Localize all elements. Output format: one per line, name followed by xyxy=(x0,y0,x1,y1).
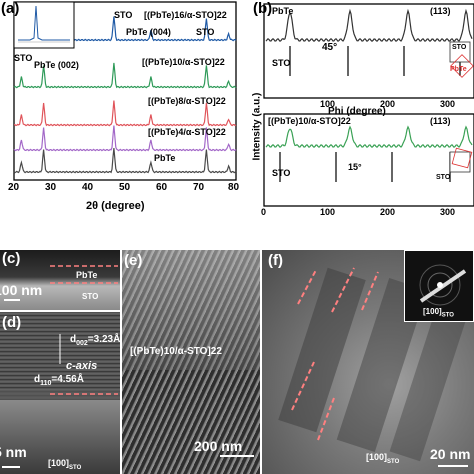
interface-lines xyxy=(4,265,118,301)
panel-label-a: (a) xyxy=(1,0,20,17)
xrd-xtick: 50 xyxy=(119,182,131,193)
phi-xtick: 100 xyxy=(320,207,336,217)
panel-f-tem: [100]STO (f) [100]STO 20 nm xyxy=(262,250,474,474)
phi-chart xyxy=(263,3,474,207)
d110-value: =4.56Å xyxy=(51,374,84,385)
phi-scan-line xyxy=(265,8,473,42)
panel-d-hrtem: (d) d002=3.23Å c-axis d110=4.56Å 5 nm [1… xyxy=(0,312,120,474)
saed-pattern xyxy=(419,264,467,306)
zone-axis-d: [100]STO xyxy=(48,458,81,471)
d002-value: =3.23Å xyxy=(87,334,120,345)
xrd-series-line xyxy=(14,100,237,127)
lattice-overlay xyxy=(2,334,118,468)
panel-c-tem: (c) PbTe STO 100 nm xyxy=(0,250,120,310)
zone-f-main: [100] xyxy=(366,452,388,462)
d002-label: d002=3.23Å xyxy=(70,334,120,347)
xrd-ann-sto-top: STO xyxy=(114,10,133,20)
panel-label-d: (d) xyxy=(2,314,22,331)
phi-top-angle: 45° xyxy=(322,42,338,53)
xrd-xtick: 80 xyxy=(228,182,240,193)
fringe-lines xyxy=(291,267,468,467)
xrd-ann-pbte-002: PbTe (002) xyxy=(34,60,79,70)
xrd-series-3-label: [(PbTe)8/α-STO]22 xyxy=(148,96,226,106)
saed-inset: [100]STO xyxy=(404,250,474,322)
phi-xtick: 300 xyxy=(440,207,456,217)
xrd-xtick: 20 xyxy=(8,182,20,193)
panel-label-b: (b) xyxy=(253,0,273,17)
xrd-xlabel: 2θ (degree) xyxy=(86,200,145,212)
xrd-xticks: 20 30 40 50 60 70 80 xyxy=(0,182,250,196)
scale-bar-d: 5 nm xyxy=(0,444,27,460)
zone-axis-f: [100]STO xyxy=(366,452,399,465)
d110-sub: 110 xyxy=(40,380,52,387)
phi-top-inset-pbte: PbTe xyxy=(450,66,467,73)
zone-d-sub: STO xyxy=(69,464,82,471)
xrd-series-line xyxy=(13,62,237,89)
xrd-series-1-label: [(PbTe)16/α-STO]22 xyxy=(144,10,227,20)
d110-label: d110=4.56Å xyxy=(34,374,84,387)
d002-sub: 002 xyxy=(76,340,88,347)
layer-sto-label: STO xyxy=(82,292,99,301)
xrd-ann-sto-left: STO xyxy=(14,53,33,63)
c-axis-label: c-axis xyxy=(66,360,98,372)
panel-a-xrd: (a) STO [(PbTe)16/α-STO]22 PbTe (004) ST… xyxy=(0,0,250,222)
phi-scan-line xyxy=(265,125,473,148)
phi-xtick: 0 xyxy=(261,207,267,217)
xrd-xtick: 30 xyxy=(45,182,57,193)
scale-bar-e: 200 nm xyxy=(194,438,243,454)
phi-xtick: 200 xyxy=(380,99,396,109)
phi-xtick: 100 xyxy=(320,99,336,109)
phi-top-xticks: 100 200 300 xyxy=(250,99,474,111)
xrd-xtick: 40 xyxy=(82,182,94,193)
saed-zone-main: [100] xyxy=(423,307,442,316)
xrd-series-2-label: [(PbTe)10/α-STO]22 xyxy=(142,57,225,67)
xrd-series-line xyxy=(13,147,237,174)
phi-bot-inset-sto: STO xyxy=(436,174,451,181)
panel-e-tem: (e) [(PbTe)10/α-STO]22 200 nm xyxy=(122,250,260,474)
sample-title-e: [(PbTe)10/α-STO]22 xyxy=(130,346,222,357)
phi-bot-sto: STO xyxy=(272,168,291,178)
panel-label-f: (f) xyxy=(268,252,283,269)
phi-bot-angle: 15° xyxy=(348,162,362,172)
panel-b-phi: (b) Intensity (a.u.) PbTe (113) 45° STO … xyxy=(250,0,474,222)
xrd-xtick: 70 xyxy=(193,182,205,193)
phi-top-title: PbTe xyxy=(272,6,294,16)
d110-main: d xyxy=(34,374,41,385)
layer-pbte-label: PbTe xyxy=(76,270,98,280)
phi-xtick: 200 xyxy=(380,207,396,217)
zone-d-main: [100] xyxy=(48,458,70,468)
phi-bot-title: [(PbTe)10/α-STO]22 xyxy=(268,116,351,126)
scale-bar-f: 20 nm xyxy=(430,446,471,462)
xrd-ann-pbte-004: PbTe (004) xyxy=(126,27,171,37)
phi-top-inset-sto: STO xyxy=(452,44,467,51)
saed-zone: [100]STO xyxy=(423,307,454,319)
phi-xtick: 300 xyxy=(440,99,456,109)
phi-top-index: (113) xyxy=(430,6,451,16)
xrd-chart xyxy=(13,1,237,181)
scale-bar-c: 100 nm xyxy=(0,282,43,298)
phi-bot-xticks: 0 100 200 300 xyxy=(250,207,474,219)
xrd-xtick: 60 xyxy=(156,182,168,193)
d002-main: d xyxy=(70,334,77,345)
zone-f-sub: STO xyxy=(387,458,400,465)
panel-label-e: (e) xyxy=(124,252,143,269)
phi-bot-index: (113) xyxy=(430,116,451,126)
xrd-series-line xyxy=(13,125,237,152)
phi-top-sto: STO xyxy=(272,58,291,68)
panel-label-c: (c) xyxy=(2,250,21,267)
xrd-ann-sto-right: STO xyxy=(196,27,215,37)
scale-line-e xyxy=(220,455,254,457)
xrd-series-4-label: [(PbTe)4/α-STO]22 xyxy=(148,127,226,137)
phi-top-xlabel: Phi (degree) xyxy=(328,106,386,117)
xrd-series-5-label: PbTe xyxy=(154,153,176,163)
saed-zone-sub: STO xyxy=(441,312,454,319)
